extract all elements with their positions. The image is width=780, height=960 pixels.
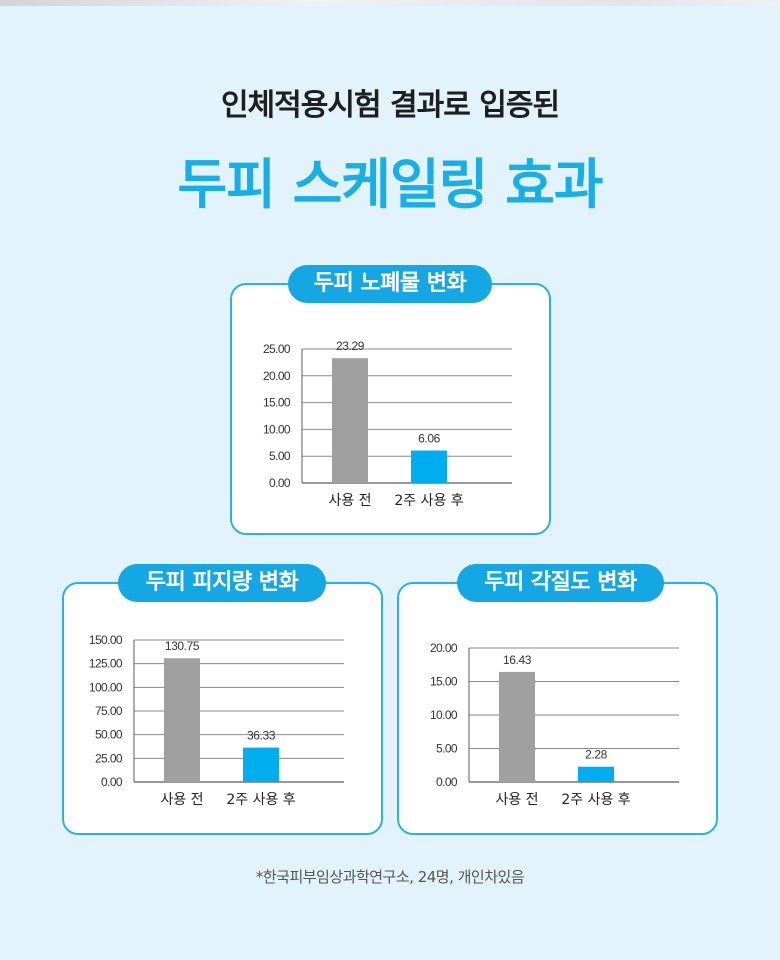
y-tick-label: 50.00 — [95, 728, 123, 742]
y-tick-label: 15.00 — [263, 396, 291, 410]
y-tick-label: 25.00 — [95, 751, 123, 765]
data-label: 130.75 — [165, 639, 200, 653]
x-category-label: 2주 사용 후 — [226, 792, 295, 808]
chart-scalp-waste: 0.00 5.00 10.00 15.00 20.00 25.00 23.29 사용 전 6.0… — [263, 339, 512, 509]
y-tick-label: 5.00 — [436, 742, 458, 756]
y-tick-label: 125.00 — [89, 657, 123, 671]
data-label: 6.06 — [418, 432, 440, 446]
bar-after — [578, 766, 614, 782]
x-category-label: 사용 전 — [328, 493, 371, 509]
chart-panel-keratin: 0.00 5.00 10.00 15.00 20.00 16.43 사용 전 2.28 2주 사… — [397, 582, 718, 835]
bar-after — [243, 747, 279, 782]
chart-panel-scalp-waste: 0.00 5.00 10.00 15.00 20.00 25.00 23.29 사용 전 6.0… — [230, 283, 551, 535]
x-category-label: 사용 전 — [160, 792, 203, 808]
y-tick-label: 5.00 — [269, 449, 291, 463]
bar-before — [499, 671, 535, 782]
chart-title-sebum: 두피 피지량 변화 — [118, 564, 326, 602]
chart-keratin: 0.00 5.00 10.00 15.00 20.00 16.43 사용 전 2.28 2주 사… — [430, 641, 679, 808]
x-category-label: 2주 사용 후 — [561, 792, 630, 808]
y-tick-label: 75.00 — [95, 704, 123, 718]
y-tick-label: 0.00 — [436, 775, 458, 789]
y-tick-label: 10.00 — [263, 422, 291, 436]
y-tick-label: 0.00 — [101, 775, 123, 789]
page-title: 두피 스케일링 효과 — [177, 153, 603, 216]
data-label: 36.33 — [247, 729, 276, 743]
chart-sebum: 0.00 25.00 50.00 75.00 100.00 125.00 150.00 130… — [89, 633, 344, 808]
data-label: 2.28 — [585, 748, 607, 762]
page-subtitle: 인체적용시험 결과로 입증된 — [220, 88, 560, 123]
chart-panel-sebum: 0.00 25.00 50.00 75.00 100.00 125.00 150.00 130… — [62, 582, 383, 835]
top-decor-strip — [0, 0, 780, 6]
bar-after — [411, 450, 447, 483]
data-label: 16.43 — [503, 653, 532, 667]
x-category-label: 사용 전 — [495, 792, 538, 808]
chart-title-scalp-waste: 두피 노폐물 변화 — [288, 265, 492, 303]
data-label: 23.29 — [336, 339, 365, 353]
y-tick-label: 10.00 — [430, 708, 458, 722]
y-tick-label: 20.00 — [263, 369, 291, 383]
y-tick-label: 25.00 — [263, 342, 291, 356]
y-tick-label: 100.00 — [89, 680, 123, 694]
y-tick-label: 150.00 — [89, 633, 123, 647]
footnote: *한국피부임상과학연구소, 24명, 개인차있음 — [255, 868, 525, 886]
y-tick-label: 0.00 — [269, 476, 291, 490]
bar-before — [164, 658, 200, 782]
chart-title-keratin: 두피 각질도 변화 — [457, 564, 664, 602]
bar-before — [332, 358, 368, 483]
y-tick-label: 20.00 — [430, 641, 458, 655]
y-tick-label: 15.00 — [430, 675, 458, 689]
x-category-label: 2주 사용 후 — [394, 493, 463, 509]
